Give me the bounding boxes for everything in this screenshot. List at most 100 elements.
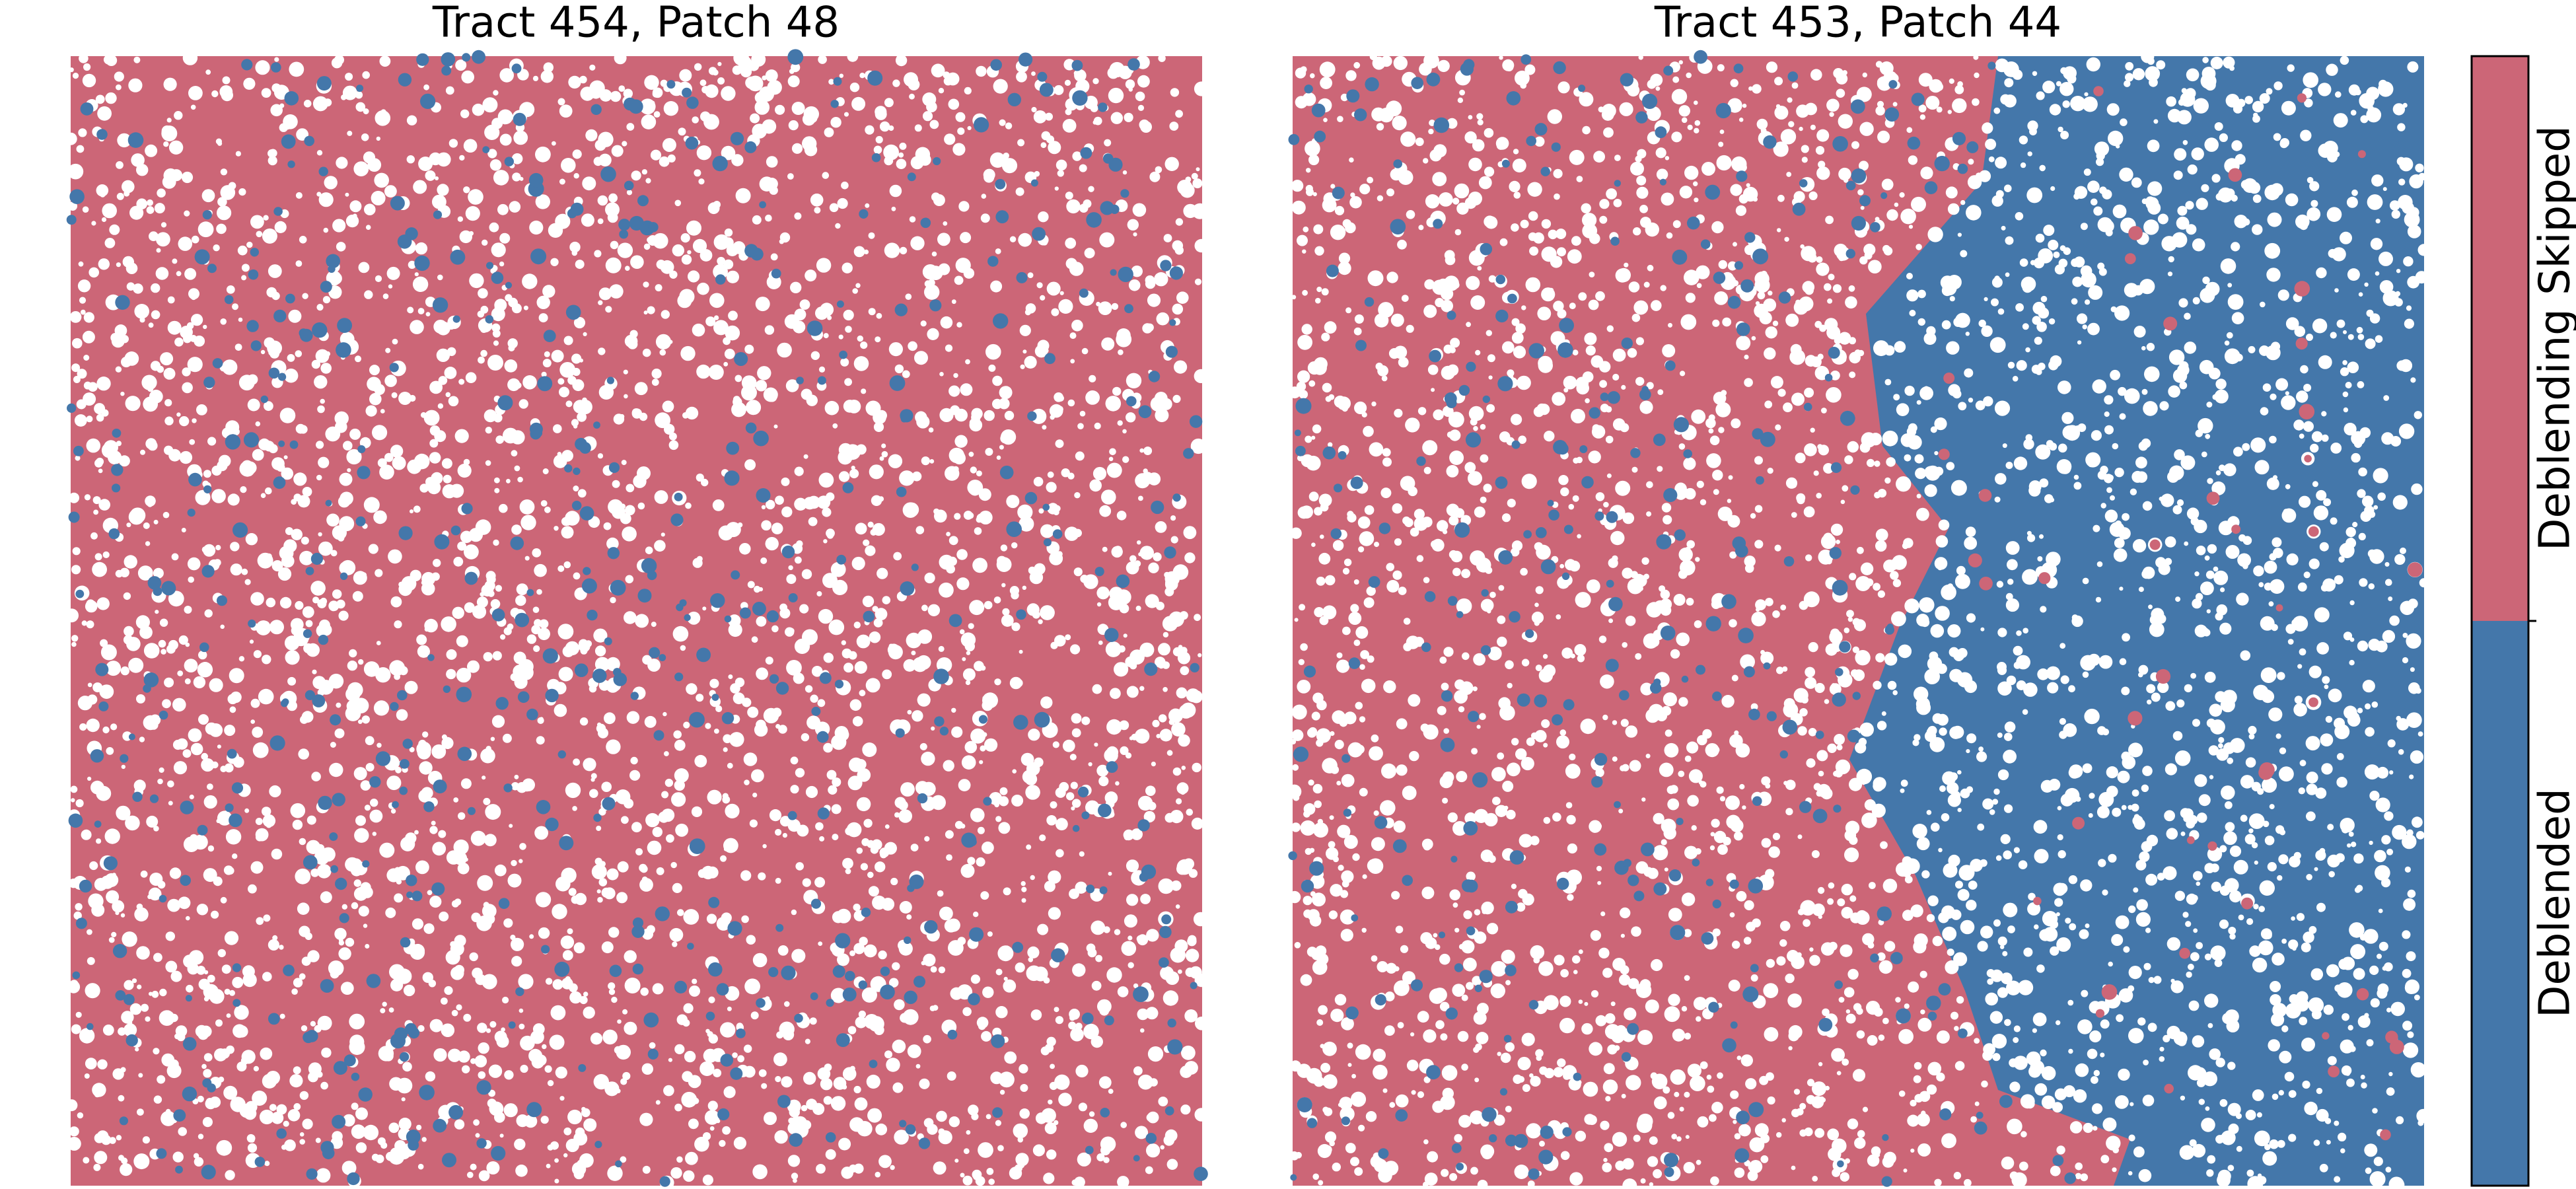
gap — [1014, 1164, 1022, 1172]
gap — [724, 228, 733, 237]
gap — [649, 1042, 656, 1049]
gap — [1300, 974, 1312, 986]
point — [281, 134, 296, 149]
gap — [1966, 205, 1982, 221]
gap — [1170, 880, 1182, 891]
gap — [608, 193, 618, 203]
gap — [271, 560, 283, 571]
gap — [400, 836, 415, 851]
point — [995, 210, 1009, 224]
point — [618, 219, 631, 231]
gap — [413, 505, 421, 513]
gap — [183, 334, 192, 343]
gap — [2080, 223, 2088, 231]
gap — [1180, 1065, 1193, 1078]
gap — [916, 415, 930, 429]
point — [369, 776, 381, 788]
gap — [622, 1009, 628, 1015]
point — [202, 210, 212, 220]
gap — [724, 348, 735, 359]
gap — [279, 945, 284, 950]
gap — [413, 180, 427, 194]
gap — [1057, 170, 1065, 177]
gap — [520, 515, 536, 530]
gap — [83, 1157, 90, 1164]
gap — [1710, 832, 1715, 837]
gap — [394, 867, 401, 873]
gap — [559, 362, 576, 378]
gap — [1625, 725, 1638, 738]
gap — [2073, 482, 2082, 490]
point — [1085, 1145, 1094, 1155]
gap — [2348, 84, 2360, 96]
gap — [453, 839, 469, 855]
gap — [141, 375, 157, 390]
gap — [1796, 493, 1806, 503]
gap — [97, 1059, 108, 1070]
gap — [139, 317, 145, 323]
point — [399, 786, 408, 795]
gap — [1137, 1008, 1149, 1021]
gap — [994, 802, 999, 808]
gap — [299, 425, 308, 434]
gap — [1042, 425, 1047, 430]
point — [67, 403, 77, 414]
gap — [343, 441, 353, 450]
gap — [2208, 367, 2221, 380]
gap — [660, 79, 668, 87]
gap — [1122, 456, 1129, 463]
gap — [596, 826, 602, 831]
point — [339, 913, 349, 923]
gap — [1424, 1172, 1438, 1186]
gap — [491, 118, 503, 129]
gap — [2318, 355, 2332, 369]
gap — [1108, 871, 1112, 876]
gap — [1705, 743, 1719, 758]
gap — [1004, 1051, 1017, 1064]
gap — [446, 649, 457, 660]
gap — [857, 335, 864, 342]
gap — [462, 1065, 470, 1074]
gap — [98, 258, 110, 270]
gap — [1392, 116, 1407, 131]
gap — [257, 552, 273, 569]
gap — [425, 170, 436, 181]
gap — [477, 875, 493, 891]
gap — [500, 634, 506, 640]
gap — [324, 176, 338, 190]
gap — [207, 845, 215, 852]
gap — [2369, 965, 2379, 975]
gap — [1447, 812, 1458, 823]
gap — [2330, 443, 2342, 454]
gap — [157, 188, 166, 198]
gap — [1353, 61, 1361, 69]
point — [72, 971, 81, 980]
gap — [661, 791, 669, 799]
gap — [845, 868, 851, 875]
gap — [2084, 92, 2089, 96]
gap — [696, 145, 712, 161]
gap — [385, 907, 396, 918]
gap — [905, 293, 912, 301]
gap — [1194, 238, 1208, 253]
gap — [235, 151, 241, 157]
gap — [241, 568, 248, 575]
gap — [493, 413, 503, 423]
gap — [540, 500, 548, 507]
gap — [252, 742, 269, 758]
gap — [954, 408, 968, 422]
gap — [752, 215, 762, 225]
point — [913, 976, 925, 988]
gap — [1114, 929, 1121, 935]
gap — [948, 385, 960, 397]
gap — [2215, 1058, 2225, 1067]
gap — [1744, 556, 1756, 567]
gap — [1117, 420, 1123, 426]
gap — [602, 1029, 618, 1045]
gap — [2225, 94, 2240, 108]
gap — [400, 1132, 408, 1139]
gap — [2059, 718, 2066, 725]
point — [775, 682, 789, 695]
gap — [1900, 779, 1908, 787]
gap — [170, 970, 182, 982]
